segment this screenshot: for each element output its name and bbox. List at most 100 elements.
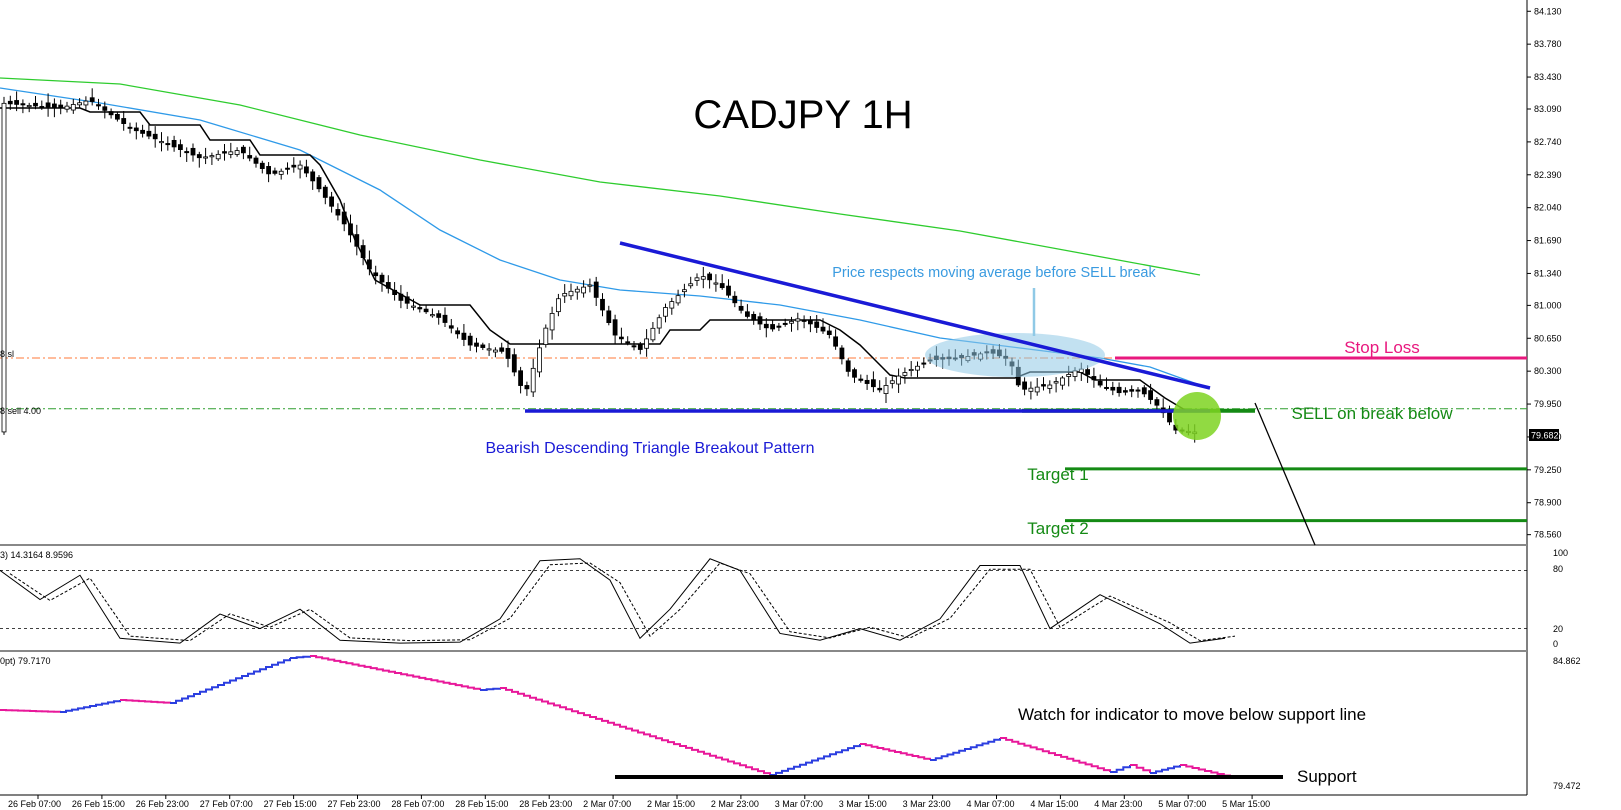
candle-body bbox=[593, 281, 599, 298]
time-tick-label: 27 Feb 07:00 bbox=[200, 799, 253, 809]
price-tick-label: 79.250 bbox=[1534, 465, 1562, 475]
candle-body bbox=[20, 103, 26, 106]
candle-body bbox=[820, 326, 826, 332]
time-tick-label: 3 Mar 23:00 bbox=[903, 799, 951, 809]
candle-body bbox=[222, 151, 227, 154]
indicator-up-segment bbox=[930, 738, 1001, 761]
candle-body bbox=[1085, 369, 1090, 375]
stoch-level-0: 0 bbox=[1553, 639, 1558, 649]
candle-body bbox=[631, 345, 637, 348]
time-tick-label: 28 Feb 07:00 bbox=[391, 799, 444, 809]
candle-body bbox=[196, 154, 202, 159]
time-tick-label: 4 Mar 15:00 bbox=[1030, 799, 1078, 809]
candle-body bbox=[1129, 389, 1135, 392]
candle-body bbox=[58, 104, 64, 109]
time-axis-labels: 26 Feb 07:00 26 Feb 15:00 26 Feb 23:00 27 F… bbox=[8, 795, 1270, 809]
candle-body bbox=[776, 325, 782, 328]
candle-body bbox=[612, 319, 618, 336]
candle-body bbox=[650, 327, 656, 341]
candle-body bbox=[203, 156, 209, 159]
time-tick-label: 5 Mar 07:00 bbox=[1158, 799, 1206, 809]
candle-body bbox=[606, 310, 612, 324]
candle-body bbox=[644, 338, 649, 349]
candle-body bbox=[896, 375, 901, 385]
time-tick-label: 5 Mar 15:00 bbox=[1222, 799, 1270, 809]
candle-body bbox=[190, 147, 196, 156]
candle-body bbox=[354, 234, 360, 247]
candle-body bbox=[1148, 390, 1153, 400]
candle-body bbox=[429, 314, 435, 317]
candle-body bbox=[619, 336, 624, 340]
candle-body bbox=[310, 171, 316, 182]
time-tick-label: 2 Mar 23:00 bbox=[711, 799, 759, 809]
candle-body bbox=[795, 318, 801, 322]
candle-body bbox=[556, 298, 561, 313]
indicator-down-segment bbox=[1000, 737, 1111, 772]
price-tick-label: 78.900 bbox=[1534, 498, 1562, 508]
candle-body bbox=[140, 129, 146, 134]
candle-body bbox=[108, 111, 114, 116]
price-tick-label: 82.740 bbox=[1534, 137, 1562, 147]
indicator-note: Watch for indicator to move below suppor… bbox=[1018, 705, 1366, 724]
candle-body bbox=[285, 167, 290, 170]
candle-body bbox=[543, 327, 549, 345]
candle-body bbox=[215, 153, 221, 160]
candle-body bbox=[902, 372, 908, 376]
candle-body bbox=[127, 126, 133, 129]
candle-body bbox=[663, 307, 668, 317]
ma-slow-line bbox=[0, 77, 1201, 276]
chart-title: CADJPY 1H bbox=[693, 93, 912, 137]
price-tick-label: 83.780 bbox=[1534, 39, 1562, 49]
candle-body bbox=[52, 103, 57, 108]
candle-body bbox=[845, 360, 851, 372]
candle-body bbox=[33, 102, 38, 107]
time-tick-label: 2 Mar 15:00 bbox=[647, 799, 695, 809]
candle-body bbox=[240, 146, 246, 154]
candle-body bbox=[291, 164, 297, 168]
candle-body bbox=[492, 349, 498, 353]
stoch-k-line bbox=[0, 558, 1226, 644]
time-tick-label: 26 Feb 07:00 bbox=[8, 799, 61, 809]
candle-body bbox=[26, 105, 32, 108]
price-tick-label: 81.690 bbox=[1534, 236, 1562, 246]
stochastic-pane bbox=[0, 558, 1527, 644]
candle-body bbox=[694, 277, 700, 281]
candle-body bbox=[329, 196, 335, 207]
candle-body bbox=[839, 347, 845, 360]
candle-body bbox=[587, 284, 593, 287]
candle-body bbox=[1060, 377, 1065, 386]
time-tick-label: 27 Feb 15:00 bbox=[264, 799, 317, 809]
indicator-down-segment bbox=[860, 743, 931, 760]
stop-loss-label: Stop Loss bbox=[1344, 338, 1420, 357]
candle-body bbox=[253, 157, 259, 164]
candle-body bbox=[688, 283, 694, 287]
price-tick-label: 83.430 bbox=[1534, 72, 1562, 82]
ma-note: Price respects moving average before SEL… bbox=[832, 265, 1156, 281]
candle-body bbox=[272, 170, 278, 174]
candle-body bbox=[165, 143, 171, 146]
time-tick-label: 4 Mar 07:00 bbox=[967, 799, 1015, 809]
candle-body bbox=[1028, 387, 1034, 392]
candle-body bbox=[89, 97, 95, 102]
candle-body bbox=[814, 321, 820, 328]
candle-body bbox=[518, 370, 523, 386]
candle-body bbox=[1116, 386, 1122, 394]
candle-body bbox=[467, 335, 473, 346]
candle-body bbox=[1066, 374, 1072, 377]
candle-body bbox=[833, 336, 838, 347]
candle-body bbox=[505, 347, 511, 359]
stoch-level-20: 20 bbox=[1553, 624, 1563, 634]
candle-body bbox=[316, 177, 322, 190]
price-tick-label: 78.560 bbox=[1534, 530, 1562, 540]
candle-body bbox=[335, 209, 341, 216]
sell-line-label: 8 sell 4.00 bbox=[0, 406, 41, 416]
candle-body bbox=[297, 164, 303, 170]
descending-resistance-line bbox=[619, 241, 1211, 390]
candle-body bbox=[801, 319, 807, 322]
price-tick-label: 79.950 bbox=[1534, 399, 1562, 409]
breakout-highlight bbox=[1173, 392, 1221, 440]
candle-body bbox=[770, 324, 775, 330]
candle-body bbox=[417, 307, 423, 310]
candle-body bbox=[392, 289, 398, 295]
candle-body bbox=[852, 369, 857, 378]
